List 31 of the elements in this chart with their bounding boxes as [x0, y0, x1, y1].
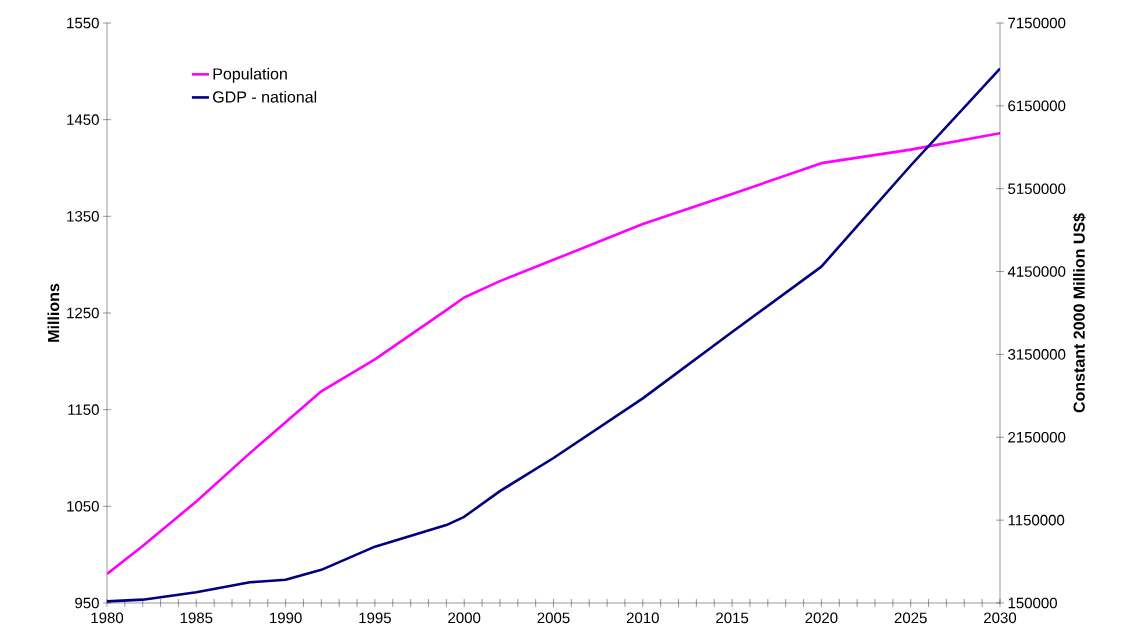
legend-label: GDP - national: [213, 90, 317, 103]
x-tick-label: 2010: [626, 612, 659, 624]
legend-label: Population: [213, 67, 287, 83]
x-tick-label: 2025: [894, 612, 927, 624]
y-tick-label: 1250: [67, 307, 99, 319]
x-tick-label: 2020: [805, 612, 838, 624]
y2-tick-label: 150000: [1008, 597, 1057, 609]
y2-tick-label: 5150000: [1008, 183, 1066, 195]
y2-tick-label: 1150000: [1008, 514, 1065, 526]
y2-axis-title: Constant 2000 Million US$: [1072, 213, 1086, 413]
y2-tick-label: 2150000: [1008, 431, 1066, 443]
y-tick-label: 950: [75, 597, 99, 609]
y2-tick-label: 3150000: [1008, 349, 1066, 360]
y2-tick-label: 7150000: [1008, 17, 1066, 29]
y-tick-label: 1150: [68, 404, 99, 415]
y-tick-label: 1350: [67, 211, 99, 222]
x-tick-label: 2005: [537, 612, 570, 624]
x-tick-label: 2015: [716, 612, 749, 624]
x-tick-label: 1995: [359, 612, 391, 624]
y2-tick-label: 6150000: [1008, 100, 1066, 112]
x-tick-label: 1980: [91, 612, 124, 624]
x-tick-label: 2030: [984, 612, 1017, 624]
y-tick-label: 1550: [67, 17, 99, 29]
x-tick-label: 2000: [448, 612, 481, 624]
y2-tick-label: 4150000: [1007, 266, 1066, 277]
x-tick-label: 1990: [270, 612, 302, 624]
x-tick-label: 1985: [180, 612, 213, 624]
line-series: [107, 131, 1000, 576]
y-tick-label: 1450: [67, 114, 99, 125]
y-axis-title: Millions: [47, 283, 60, 342]
y-tick-label: 1050: [67, 501, 99, 512]
